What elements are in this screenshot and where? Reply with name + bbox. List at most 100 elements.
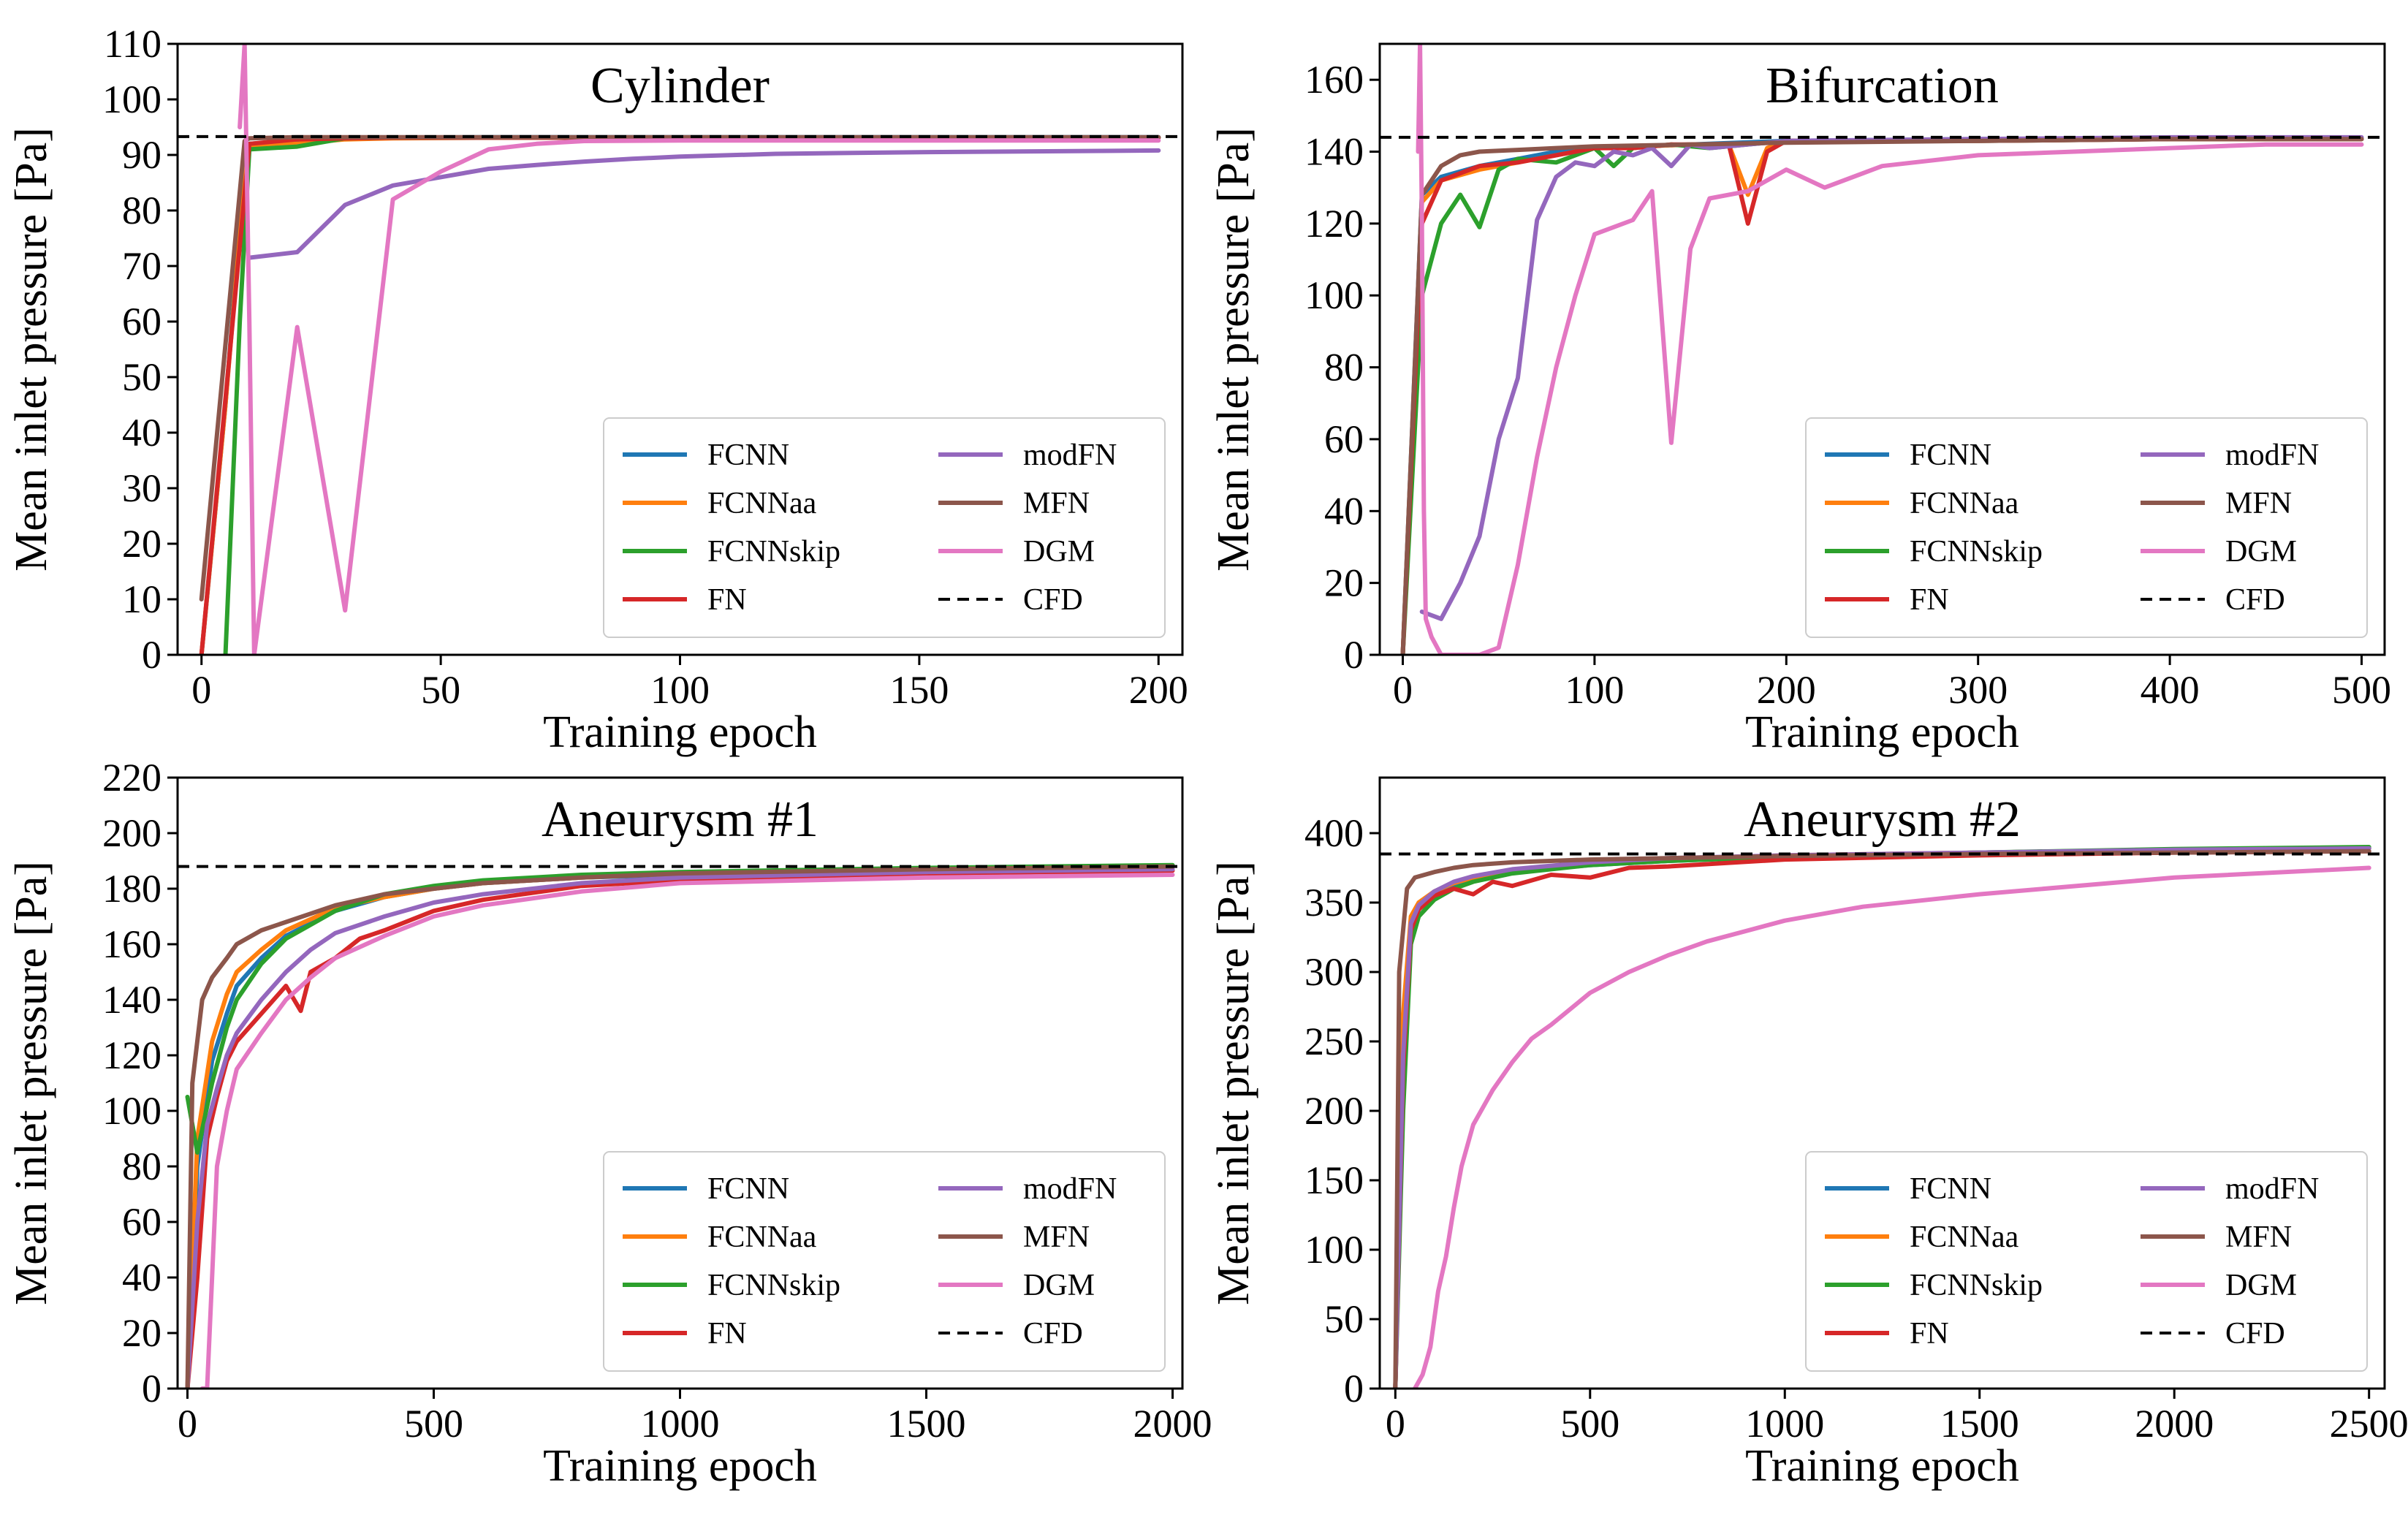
x-tick-label: 100 — [650, 668, 710, 712]
x-tick-label: 0 — [1386, 1402, 1405, 1446]
panel-title: Cylinder — [590, 58, 770, 114]
series-line-mfn — [1393, 848, 2371, 1389]
y-tick-label: 220 — [102, 756, 162, 800]
series-line-fn — [185, 868, 1175, 1389]
y-tick-label: 400 — [1304, 811, 1364, 855]
y-tick-label: 60 — [122, 1200, 162, 1244]
legend-label-fcnnskip: FCNNskip — [707, 535, 840, 569]
y-tick-label: 140 — [102, 978, 162, 1022]
y-tick-label: 200 — [102, 811, 162, 855]
x-axis-label: Training epoch — [543, 1441, 817, 1491]
y-tick-label: 0 — [142, 1367, 162, 1410]
y-tick-label: 30 — [122, 466, 162, 510]
legend-box — [603, 1151, 1166, 1372]
x-tick-label: 2000 — [2135, 1402, 2214, 1446]
legend-label-fcnnaa: FCNNaa — [1910, 1220, 2019, 1254]
y-axis-label: Mean inlet pressure [Pa] — [7, 861, 56, 1305]
panel-aneurysm-2: 0 500 1000 1500 2000 2500 0 50 100 150 200 250 300 35… — [1209, 776, 2408, 1491]
legend-label-fcnn: FCNN — [1910, 1172, 1991, 1206]
y-tick-label: 100 — [102, 1089, 162, 1133]
y-tick-label: 90 — [122, 133, 162, 177]
series-line-dgm — [1416, 44, 2364, 655]
legend-label-dgm: DGM — [2225, 535, 2297, 569]
x-tick-label: 500 — [2332, 668, 2391, 712]
y-tick-label: 40 — [122, 1256, 162, 1299]
legend-label-fcnnskip: FCNNskip — [1910, 1269, 2043, 1302]
x-tick-label: 500 — [1560, 1402, 1619, 1446]
y-tick-label: 110 — [104, 22, 162, 66]
y-tick-label: 120 — [102, 1033, 162, 1077]
y-tick-label: 50 — [1324, 1297, 1364, 1341]
x-tick-label: 0 — [178, 1402, 197, 1446]
x-tick-label: 0 — [191, 668, 211, 712]
plot-frame — [1378, 42, 2386, 656]
series-line-modfn — [247, 148, 1161, 260]
series-group — [178, 44, 1182, 655]
x-tick-label: 300 — [1948, 668, 2008, 712]
legend-label-fcnnskip: FCNNskip — [707, 1269, 840, 1302]
series-line-modfn — [185, 867, 1175, 1389]
x-tick-label: 2500 — [2330, 1402, 2408, 1446]
series-line-dgm — [238, 44, 1161, 655]
legend-label-cfd: CFD — [1023, 1317, 1083, 1351]
legend-label-fn: FN — [1910, 583, 1949, 617]
x-tick-label: 50 — [421, 668, 460, 712]
legend-label-mfn: MFN — [1023, 1220, 1090, 1254]
x-tick-label: 1500 — [1940, 1402, 2019, 1446]
y-tick-label: 350 — [1304, 881, 1364, 924]
x-axis-label: Training epoch — [1745, 707, 2019, 757]
panel-cylinder: 0 50 100 150 200 0 10 20 30 40 50 60 70 80 90 100 110 Tra… — [7, 22, 1188, 757]
legend-label-mfn: MFN — [2225, 1220, 2292, 1254]
y-tick-label: 20 — [1324, 561, 1364, 605]
y-tick-label: 160 — [102, 922, 162, 966]
legend-label-fn: FN — [707, 1317, 747, 1351]
legend-label-mfn: MFN — [2225, 487, 2292, 520]
y-tick-label: 250 — [1304, 1020, 1364, 1063]
x-tick-label: 100 — [1565, 668, 1624, 712]
x-tick-label: 400 — [2141, 668, 2200, 712]
x-tick-label: 2000 — [1133, 1402, 1212, 1446]
y-tick-label: 150 — [1304, 1158, 1364, 1202]
y-axis-label: Mean inlet pressure [Pa] — [1209, 861, 1258, 1305]
legend-label-fcnnskip: FCNNskip — [1910, 535, 2043, 569]
y-tick-label: 20 — [122, 1311, 162, 1355]
y-tick-label: 70 — [122, 244, 162, 288]
y-tick-label: 40 — [1324, 489, 1364, 533]
y-tick-label: 180 — [102, 867, 162, 911]
legend-box — [603, 417, 1166, 638]
x-axis-label: Training epoch — [1745, 1441, 2019, 1491]
legend-label-dgm: DGM — [1023, 535, 1095, 569]
legend-label-fn: FN — [1910, 1317, 1949, 1351]
y-tick-label: 80 — [122, 1144, 162, 1188]
legend: FCNN modFN FCNNaa MFN FCNNskip DGM FN CFD — [603, 1151, 1166, 1372]
x-axis-label: Training epoch — [543, 707, 817, 757]
x-tick-label: 200 — [1757, 668, 1816, 712]
legend-label-dgm: DGM — [1023, 1269, 1095, 1302]
panel-aneurysm-1: 0 500 1000 1500 2000 0 20 40 60 80 100 120 140 160 180… — [7, 756, 1212, 1491]
y-tick-label: 10 — [122, 577, 162, 621]
plot-frame — [1378, 776, 2386, 1390]
y-axis-label: Mean inlet pressure [Pa] — [1209, 127, 1258, 572]
legend-label-dgm: DGM — [2225, 1269, 2297, 1302]
y-tick-label: 60 — [1324, 417, 1364, 461]
y-tick-label: 100 — [1304, 273, 1364, 317]
legend-label-cfd: CFD — [1023, 583, 1083, 617]
legend-label-fcnnaa: FCNNaa — [707, 1220, 817, 1254]
panel-title: Aneurysm #1 — [542, 791, 819, 848]
legend-label-fcnn: FCNN — [707, 438, 789, 472]
legend: FCNN modFN FCNNaa MFN FCNNskip DGM FN CFD — [603, 417, 1166, 638]
legend: FCNN modFN FCNNaa MFN FCNNskip DGM FN CFD — [1805, 1151, 2368, 1372]
x-tick-label: 1000 — [1745, 1402, 1824, 1446]
y-tick-label: 120 — [1304, 202, 1364, 246]
y-tick-label: 80 — [122, 189, 162, 232]
y-tick-label: 80 — [1324, 346, 1364, 390]
series-line-mfn — [185, 864, 1175, 1389]
y-tick-label: 0 — [142, 633, 162, 677]
series-group — [1380, 845, 2385, 1389]
legend-label-cfd: CFD — [2225, 1317, 2285, 1351]
series-group — [178, 862, 1182, 1389]
x-tick-label: 150 — [889, 668, 949, 712]
panel-title: Bifurcation — [1766, 58, 1999, 114]
y-tick-label: 0 — [1344, 1367, 1364, 1410]
